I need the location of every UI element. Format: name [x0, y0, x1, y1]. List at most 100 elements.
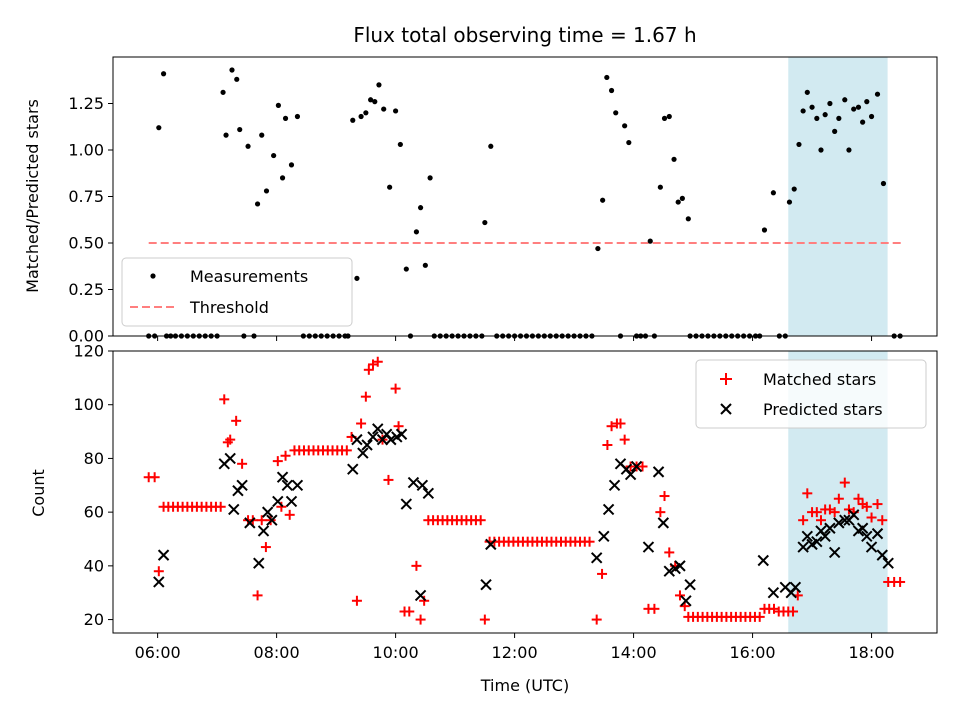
predicted-star-stroke-b — [416, 479, 429, 491]
predicted-star-point — [276, 471, 289, 483]
matched-star-point — [256, 515, 267, 526]
predicted-star-stroke-b — [224, 452, 236, 465]
predicted-star-point — [416, 479, 429, 491]
bottom-x-tick-label: 06:00 — [135, 643, 181, 662]
matched-star-point — [419, 595, 430, 606]
predicted-star-stroke-b — [624, 468, 637, 481]
matched-star-point — [280, 450, 291, 461]
bottom-x-tick-label: 08:00 — [254, 643, 300, 662]
measurement-point — [671, 156, 677, 162]
measurement-point — [851, 106, 857, 112]
predicted-star-point — [757, 554, 769, 567]
predicted-star-stroke-b — [257, 525, 270, 537]
matched-star-point — [649, 603, 660, 614]
predicted-star-point — [357, 447, 369, 459]
predicted-star-stroke-b — [856, 522, 869, 534]
top-legend: Measurements Threshold — [121, 257, 353, 327]
predicted-star-stroke-b — [244, 517, 256, 529]
matched-star-point — [584, 536, 595, 547]
bottom-y-tick-label: 80 — [84, 449, 104, 468]
legend-matched-label: Matched stars — [763, 370, 876, 389]
predicted-star-stroke-b — [871, 527, 884, 540]
measurement-point — [376, 82, 382, 88]
matched-star-point — [390, 383, 401, 394]
predicted-star-point — [347, 463, 359, 475]
matched-star-point — [225, 434, 236, 445]
predicted-star-stroke-b — [680, 595, 692, 607]
top-ticks: 0.00 0.25 0.50 0.75 1.00 1.25 — [68, 94, 873, 346]
predicted-star-stroke-b — [824, 522, 836, 534]
predicted-star-stroke-b — [367, 431, 379, 443]
measurement-point — [422, 262, 428, 268]
top-y-tick-label: 0.25 — [68, 280, 104, 299]
predicted-star-stroke-b — [281, 479, 294, 491]
predicted-star-point — [876, 549, 888, 561]
predicted-star-point — [598, 530, 610, 543]
predicted-star-point — [351, 433, 363, 446]
predicted-star-point — [266, 514, 278, 526]
predicted-star-point — [797, 541, 809, 553]
measurement-point — [392, 108, 399, 114]
measurement-point — [647, 238, 653, 244]
measurement-point — [613, 110, 619, 116]
predicted-star-point — [395, 428, 408, 440]
predicted-star-stroke-b — [228, 503, 240, 516]
predicted-star-point — [882, 557, 894, 569]
measurement-point — [282, 115, 289, 121]
matched-star-point — [393, 421, 404, 432]
matched-star-point — [591, 614, 602, 625]
measurement-point — [413, 229, 420, 235]
x-axis-label: Time (UTC) — [480, 676, 569, 695]
predicted-star-stroke-b — [347, 463, 359, 475]
measurement-point — [868, 113, 875, 120]
count-points — [143, 356, 906, 625]
predicted-star-stroke-b — [779, 581, 791, 594]
predicted-star-point — [624, 468, 637, 481]
matched-star-point — [237, 458, 248, 469]
predicted-star-point — [861, 530, 873, 543]
predicted-star-stroke-b — [789, 581, 802, 594]
top-highlight-band — [788, 57, 888, 336]
predicted-star-point — [848, 509, 860, 521]
measurement-point — [156, 125, 162, 131]
predicted-star-stroke-b — [684, 578, 696, 591]
measurement-point — [368, 97, 374, 103]
predicted-star-point — [828, 546, 841, 559]
predicted-star-stroke-b — [797, 541, 809, 553]
measurement-point — [685, 216, 691, 222]
measurement-point — [836, 115, 842, 121]
matched-star-point — [479, 614, 490, 625]
matched-star-point — [802, 488, 813, 499]
predicted-star-point — [361, 439, 373, 451]
predicted-star-stroke-b — [395, 428, 408, 440]
measurement-point — [372, 99, 378, 105]
measurement-point — [245, 143, 251, 149]
predicted-star-point — [485, 538, 497, 551]
measurement-point — [791, 186, 797, 192]
measurement-point — [229, 67, 235, 73]
matched-star-point — [664, 547, 675, 558]
legend-predicted-marker — [720, 403, 732, 415]
predicted-star-stroke-b — [276, 471, 289, 483]
matched-star-point — [351, 595, 362, 606]
predicted-star-stroke-b — [357, 447, 369, 459]
bottom-x-tick-label: 12:00 — [492, 643, 538, 662]
predicted-star-stroke-b — [422, 487, 435, 500]
bottom-y-tick-label: 60 — [84, 503, 104, 522]
measurement-points — [146, 67, 903, 339]
matched-star-point — [260, 542, 271, 553]
predicted-star-stroke-b — [480, 578, 492, 591]
measurement-point — [234, 76, 240, 82]
top-plot-frame — [112, 56, 938, 337]
matched-star-point — [411, 560, 422, 571]
measurement-point — [417, 205, 424, 211]
top-y-tick-label: 1.25 — [68, 94, 104, 113]
top-y-tick-label: 0.00 — [68, 327, 104, 346]
predicted-star-point — [400, 498, 413, 510]
measurement-point — [595, 245, 601, 252]
predicted-star-point — [663, 565, 675, 577]
predicted-star-stroke-b — [652, 466, 665, 478]
predicted-star-stroke-b — [598, 530, 610, 543]
predicted-star-stroke-b — [663, 565, 675, 577]
predicted-star-stroke-b — [608, 479, 621, 491]
